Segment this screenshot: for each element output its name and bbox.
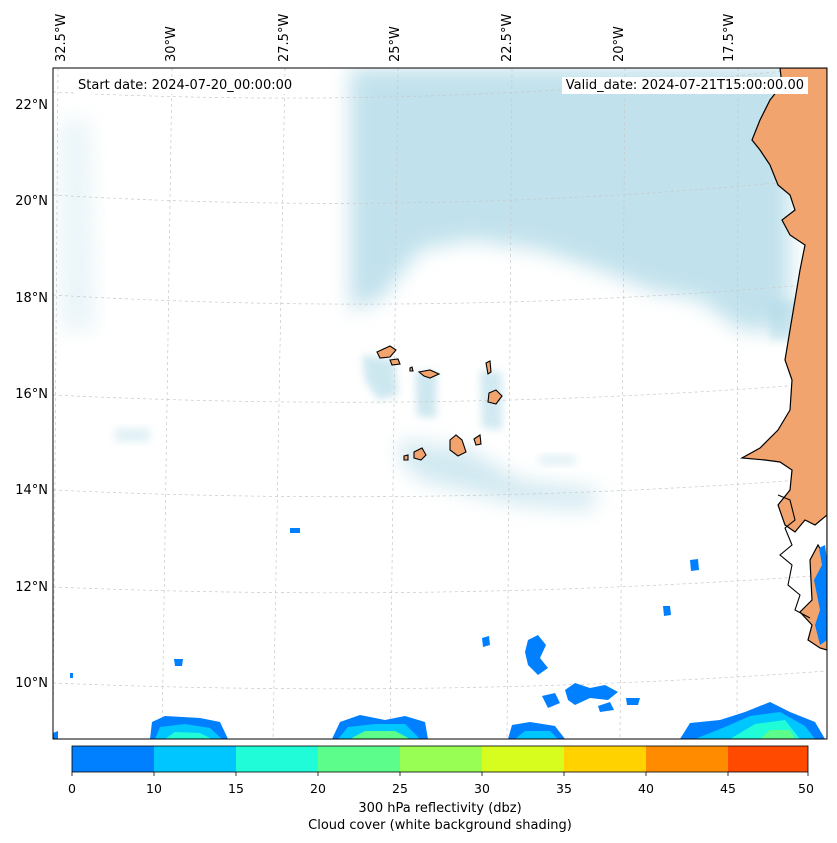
colorbar-tick-label: 45	[720, 781, 736, 796]
lon-label-22-5w: 22.5°W	[500, 13, 515, 62]
start-date-label: Start date: 2024-07-20_00:00:00	[74, 77, 297, 94]
colorbar-tick-marks	[71, 772, 809, 776]
colorbar-segment	[154, 746, 236, 772]
reflectivity-cell	[508, 722, 565, 739]
colorbar-segment	[646, 746, 728, 772]
cloud-patch-west-mid	[115, 428, 150, 442]
reflectivity-cell	[814, 545, 827, 645]
reflectivity-cell	[565, 683, 618, 705]
colorbar-tick-label: 40	[638, 781, 654, 796]
lon-label-17-5w: 17.5°W	[722, 13, 737, 62]
reflectivity-cell	[174, 659, 183, 666]
colorbar-segment	[482, 746, 564, 772]
colorbar-tick-label: 20	[310, 781, 326, 796]
reflectivity-cell	[542, 693, 560, 708]
lon-label-20w: 20°W	[612, 26, 627, 62]
colorbar-tick-label: 30	[474, 781, 490, 796]
lat-label-18n: 18°N	[15, 291, 48, 306]
island-sao-nicolau	[417, 369, 441, 379]
colorbar-segment	[236, 746, 318, 772]
reflectivity-cells	[53, 528, 827, 739]
lat-label-14n: 14°N	[15, 483, 48, 498]
island-sal	[485, 360, 492, 375]
lon-label-30w: 30°W	[164, 26, 179, 62]
island-santo-antao	[376, 345, 397, 359]
map-grid	[53, 68, 827, 739]
islet-small	[409, 366, 414, 372]
reflectivity-cell	[150, 716, 228, 739]
cloud-band-southern	[400, 440, 600, 510]
lat-label-20n: 20°N	[15, 194, 48, 209]
lat-label-12n: 12°N	[15, 580, 48, 595]
reflectivity-cell	[482, 636, 490, 647]
senegal-gambia-coast	[777, 494, 811, 619]
island-boa-vista	[487, 389, 503, 405]
colorbar-subtitle: Cloud cover (white background shading)	[308, 818, 572, 833]
africa-land	[739, 68, 827, 651]
reflectivity-cell	[290, 528, 300, 533]
colorbar	[71, 745, 809, 776]
cape-verde-islands	[376, 345, 503, 461]
lat-label-22n: 22°N	[15, 98, 48, 113]
cloud-patch-center	[540, 455, 575, 465]
colorbar-tick-label: 35	[556, 781, 572, 796]
lat-label-10n: 10°N	[15, 676, 48, 691]
reflectivity-cell	[680, 702, 825, 739]
cloud-cluster-islands-west	[362, 355, 398, 400]
colorbar-tick-label: 15	[228, 781, 244, 796]
reflectivity-cell	[525, 635, 548, 675]
island-fogo	[413, 447, 427, 461]
reflectivity-cell	[598, 702, 614, 712]
colorbar-segment	[728, 746, 808, 772]
colorbar-segment	[318, 746, 400, 772]
cloud-band-north	[350, 68, 790, 330]
cloud-west-upper	[60, 120, 95, 330]
colorbar-segment	[400, 746, 482, 772]
valid-date-label: Valid_date: 2024-07-21T15:00:00.00	[561, 77, 808, 94]
reflectivity-cell	[70, 673, 73, 678]
lon-label-27-5w: 27.5°W	[277, 13, 292, 62]
lon-label-32-5w: 32.5°W	[54, 13, 69, 62]
colorbar-segment	[72, 746, 154, 772]
colorbar-tick-label: 10	[146, 781, 162, 796]
cloud-cluster-islands-mid	[415, 372, 437, 418]
colorbar-tick-label: 25	[392, 781, 408, 796]
reflectivity-cell	[626, 698, 640, 705]
island-santiago	[449, 434, 467, 457]
reflectivity-cell	[53, 731, 58, 739]
map-frame	[52, 67, 828, 740]
island-brava	[403, 454, 409, 461]
colorbar-tick-label: 50	[798, 781, 814, 796]
lat-label-16n: 16°N	[15, 387, 48, 402]
reflectivity-cell	[332, 715, 428, 739]
colorbar-segment	[564, 746, 646, 772]
colorbar-title: 300 hPa reflectivity (dbz)	[358, 801, 522, 816]
lon-label-25w: 25°W	[388, 26, 403, 62]
reflectivity-cell	[690, 559, 699, 571]
reflectivity-cell	[663, 606, 671, 616]
island-maio	[473, 434, 482, 446]
colorbar-tick-label: 0	[68, 781, 76, 796]
cloud-cover-shading	[60, 68, 800, 510]
colorbar-frame	[71, 745, 809, 773]
island-sao-vicente	[389, 358, 401, 366]
